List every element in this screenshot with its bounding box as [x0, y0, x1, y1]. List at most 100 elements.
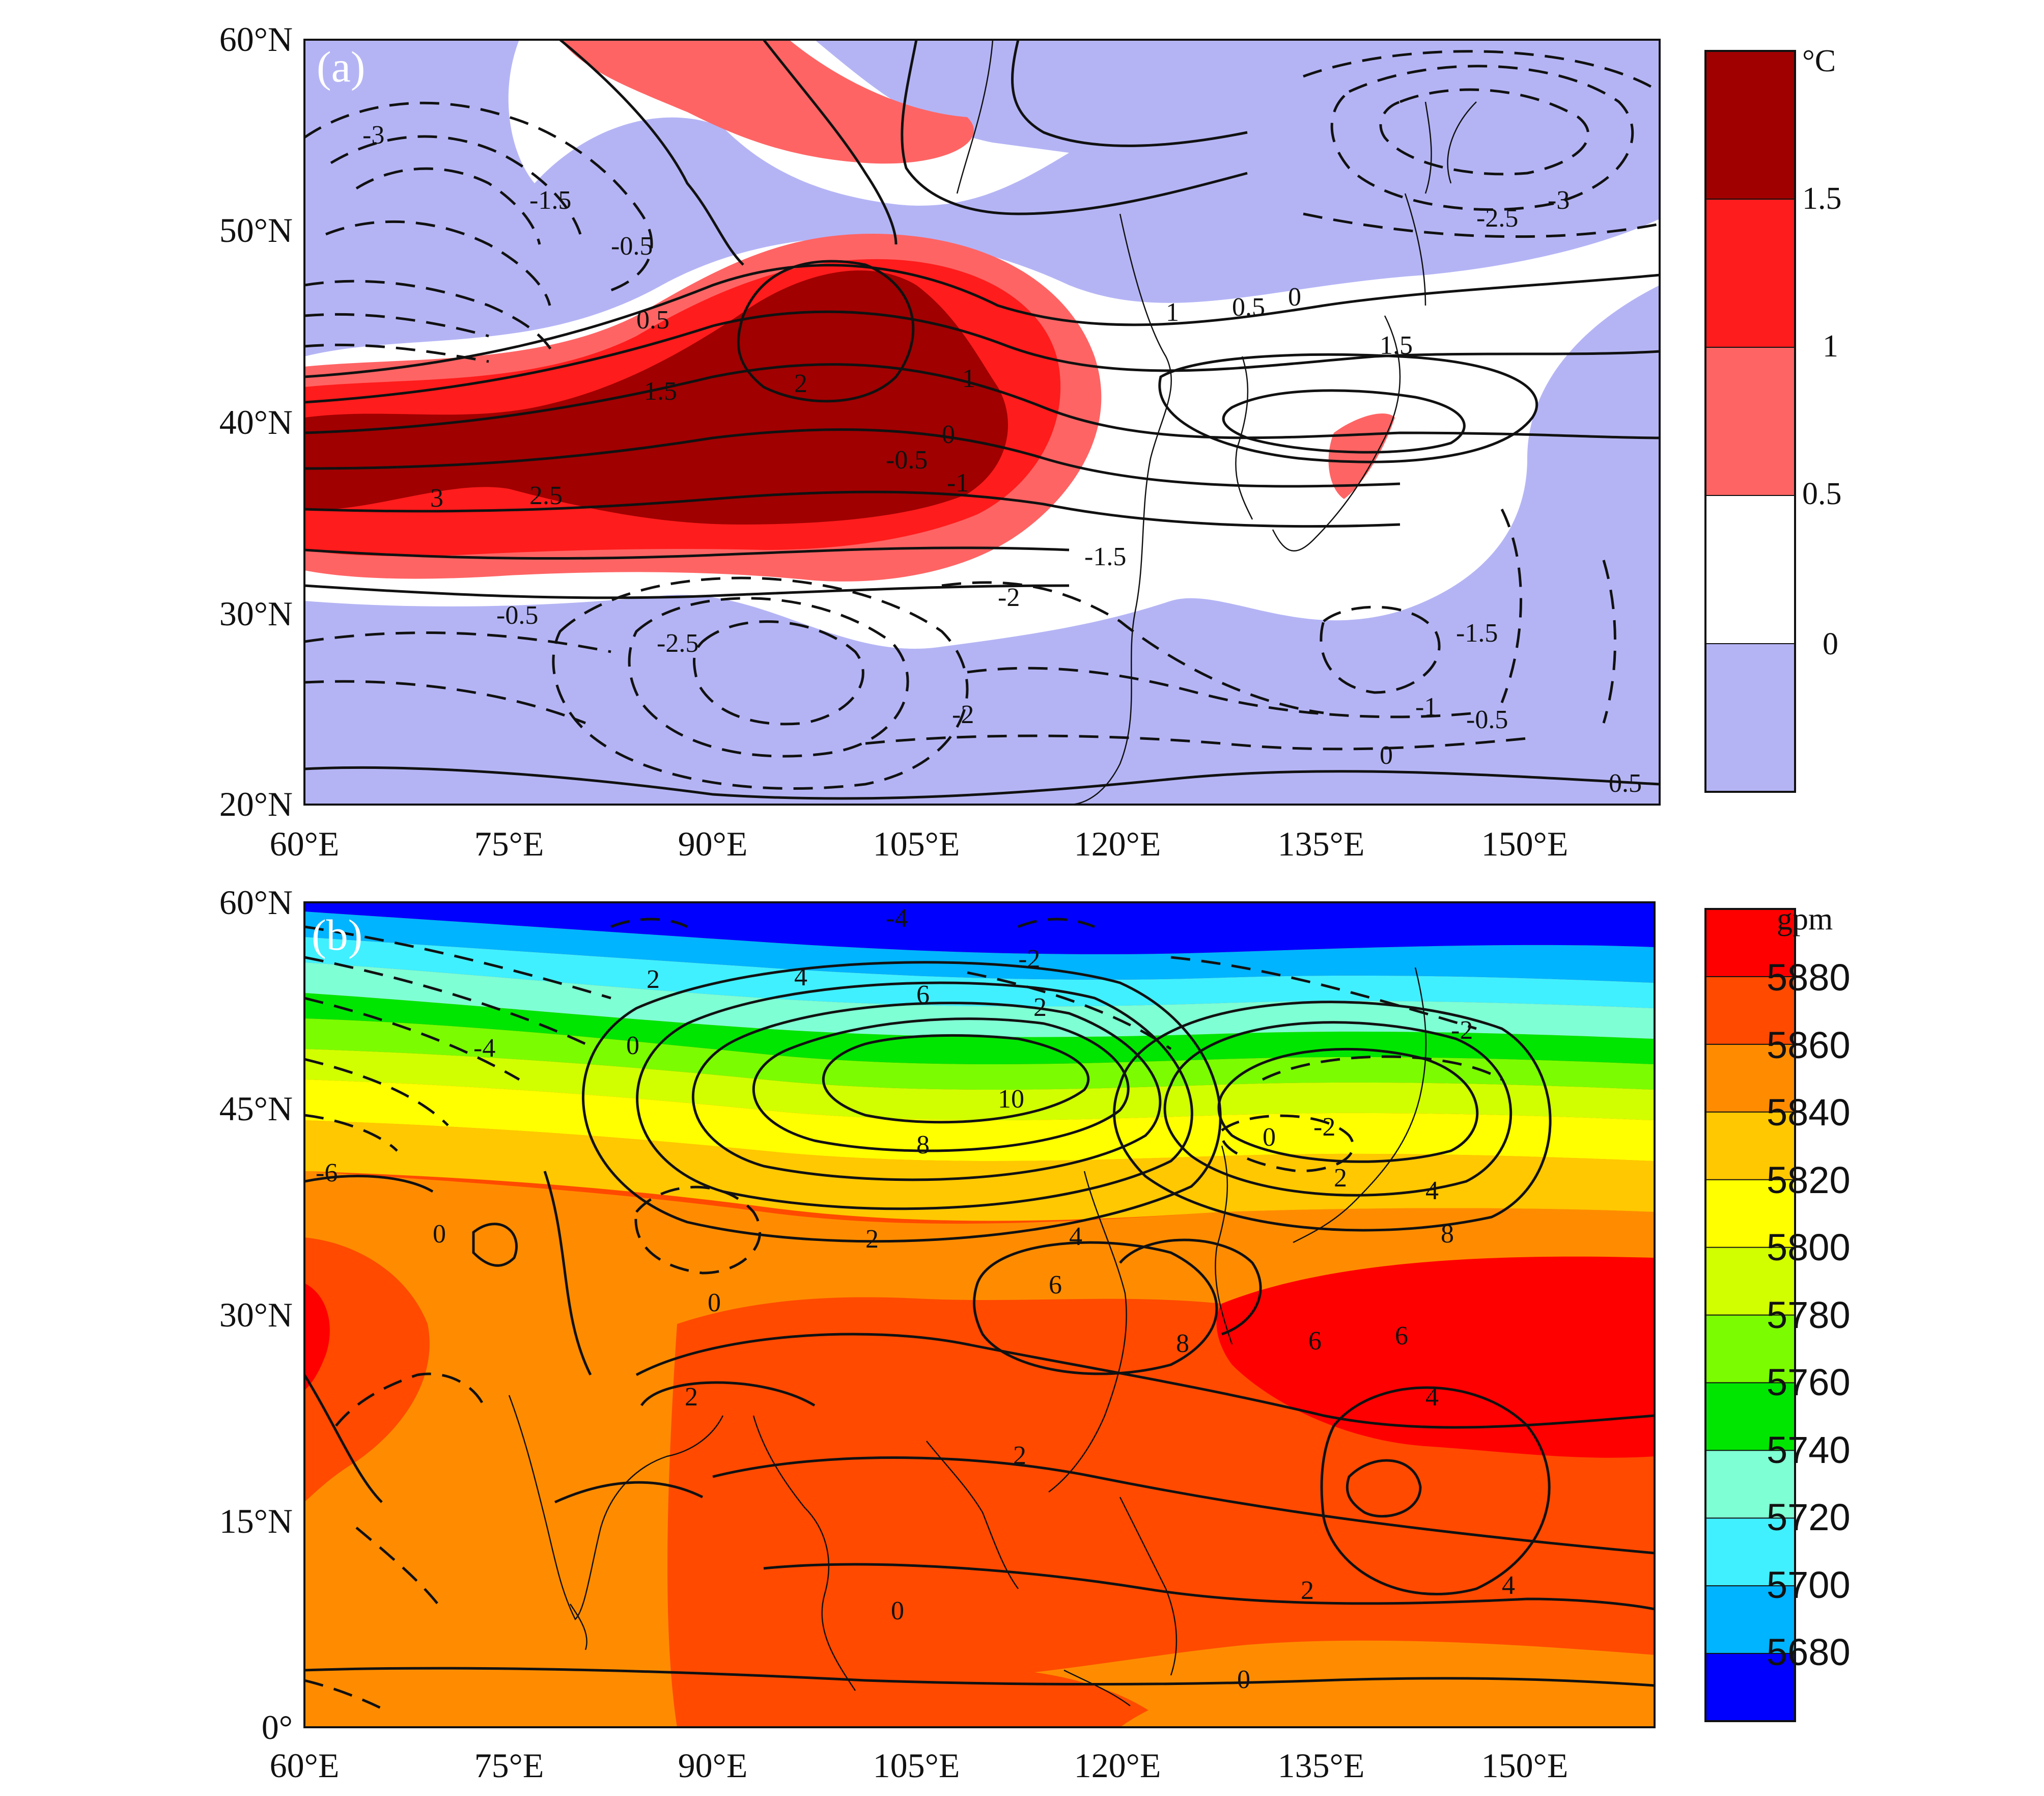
contour-label: -2 [1313, 1113, 1335, 1142]
lon-tick: 150°E [1481, 1746, 1569, 1785]
contour-label: -1.5 [529, 186, 571, 215]
contour-label: 3 [430, 484, 443, 513]
contour-label: -6 [316, 1158, 338, 1187]
contour-label: 4 [794, 962, 807, 991]
colorbar-level: 0.5 [1802, 477, 1842, 511]
contour-label: 2 [685, 1383, 698, 1412]
colorbar-level: 5780 [1767, 1294, 1851, 1336]
contour-label: 0 [708, 1288, 721, 1317]
contour-label: 4 [1425, 1176, 1439, 1205]
contour-label: -0.5 [496, 601, 538, 630]
lat-tick: 15°N [219, 1502, 293, 1540]
panel-a-colorbar-swatch-2 [1705, 347, 1796, 496]
panel-a-frame [303, 39, 1661, 806]
panel-b: (b) -4 2 0 4 6 8 10 -2 2 -4 -6 0 2 0 2 4… [219, 883, 1851, 1785]
contour-label: 8 [1176, 1329, 1189, 1358]
lat-tick: 0° [262, 1708, 293, 1747]
panel-b-band-5780 [304, 1049, 1655, 1120]
panel-b-band-5880-east [1216, 1256, 1655, 1458]
panel-b-contours [304, 918, 1655, 1712]
panel-a-colorbar-unit: °C [1802, 44, 1836, 78]
contour-label: -2.5 [657, 629, 698, 658]
panel-b-colorbar-swatch-5 [1705, 1247, 1796, 1316]
lon-tick: 135°E [1278, 1746, 1365, 1785]
contour-label: 1 [1166, 298, 1179, 327]
panel-a-contours [304, 40, 1660, 800]
colorbar-level: 5820 [1767, 1159, 1851, 1201]
lon-tick: 105°E [873, 1746, 960, 1785]
colorbar-level: 1.5 [1802, 181, 1842, 216]
panel-b-band-5720 [304, 962, 1655, 1039]
panel-b-frame [303, 901, 1656, 1728]
colorbar-level: 5740 [1767, 1429, 1851, 1471]
colorbar-level: 5880 [1767, 956, 1851, 999]
contour-label: 2 [794, 369, 807, 398]
contour-label: 6 [1308, 1327, 1322, 1356]
panel-b-colorbar-unit: gpm [1777, 902, 1833, 936]
panel-a-lightred-region-2 [560, 40, 974, 164]
contour-label: 0 [1237, 1665, 1250, 1694]
contour-label: -0.5 [1466, 705, 1508, 734]
lat-tick: 20°N [219, 785, 293, 823]
panel-b-lon-axis: 60°E 75°E 90°E 105°E 120°E 135°E 150°E [270, 1746, 1569, 1785]
panel-b-map [304, 902, 1655, 1727]
panel-b-band-5860-west [304, 1237, 430, 1502]
contour-label: 2 [1013, 1441, 1026, 1470]
contour-label: -0.5 [886, 446, 928, 475]
colorbar-level: 5700 [1767, 1564, 1851, 1606]
contour-label: -1 [947, 468, 969, 498]
panel-b-label: (b) [312, 910, 362, 959]
panel-b-band-5820 [304, 1120, 1655, 1221]
panel-b-band-lowest-2 [535, 902, 1171, 943]
contour-label: 1 [962, 364, 975, 393]
contour-label: -3 [1548, 186, 1570, 215]
contour-label: -4 [473, 1034, 495, 1063]
panel-b-colorbar-frame [1704, 908, 1796, 1722]
lon-tick: 105°E [873, 824, 960, 863]
contour-label: 0 [433, 1220, 446, 1249]
contour-label: 6 [1395, 1321, 1408, 1350]
lon-tick: 150°E [1481, 824, 1569, 863]
lat-tick: 50°N [219, 211, 293, 250]
contour-label: 2 [1334, 1164, 1347, 1193]
lat-tick: 30°N [219, 594, 293, 633]
contour-label: -0.5 [611, 232, 653, 261]
panel-b-colorbar-swatch-4 [1705, 1179, 1796, 1249]
lon-tick: 120°E [1074, 824, 1161, 863]
contour-label: -3 [362, 121, 384, 150]
contour-label: 6 [1049, 1270, 1062, 1300]
panel-a-map [304, 40, 1660, 805]
contour-label: -2 [998, 583, 1020, 612]
colorbar-level: 5840 [1767, 1091, 1851, 1134]
contour-label: -4 [886, 904, 908, 933]
contour-label: 4 [1069, 1222, 1082, 1251]
panel-a-coastlines [956, 40, 1477, 805]
panel-a: (a) -3 -1.5 -0.5 0.5 1.5 2 2.5 3 1 0 -0.… [219, 20, 1842, 863]
panel-b-colorbar: gpm 5880 5860 5840 5820 5800 5780 5760 5… [1704, 902, 1851, 1722]
panel-b-band-5880-west [304, 1283, 330, 1390]
colorbar-level: 5720 [1767, 1496, 1851, 1538]
panel-b-band-south [1120, 1655, 1655, 1727]
panel-a-colorbar-swatch-0 [1705, 50, 1796, 200]
panel-a-colorbar-swatch-4 [1705, 643, 1796, 793]
panel-b-contour-labels: -4 2 0 4 6 8 10 -2 2 -4 -6 0 2 0 2 4 6 8… [316, 904, 1515, 1694]
contour-label: -1.5 [1084, 542, 1126, 571]
lon-tick: 135°E [1278, 824, 1365, 863]
panel-b-lat-axis: 60°N 45°N 30°N 15°N 0° [219, 883, 293, 1747]
lon-tick: 90°E [678, 824, 748, 863]
panel-a-label: (a) [317, 42, 365, 91]
lat-tick: 40°N [219, 403, 293, 441]
contour-label: -2 [952, 700, 974, 729]
panel-b-colorbar-swatch-9 [1705, 1517, 1796, 1587]
contour-label: 0 [891, 1596, 904, 1625]
colorbar-level: 5760 [1767, 1361, 1851, 1403]
contour-label: 8 [1441, 1220, 1454, 1249]
panel-a-colorbar: °C 1.5 1 0.5 0 [1704, 44, 1842, 793]
contour-label: 2 [1033, 993, 1047, 1022]
panel-a-lat-axis: 60°N 50°N 40°N 30°N 20°N [219, 20, 293, 823]
contour-label: 0 [626, 1031, 639, 1060]
contour-label: 1.5 [1380, 331, 1413, 360]
contour-label: -1 [1415, 693, 1437, 722]
contour-label: -2.5 [1476, 204, 1518, 233]
